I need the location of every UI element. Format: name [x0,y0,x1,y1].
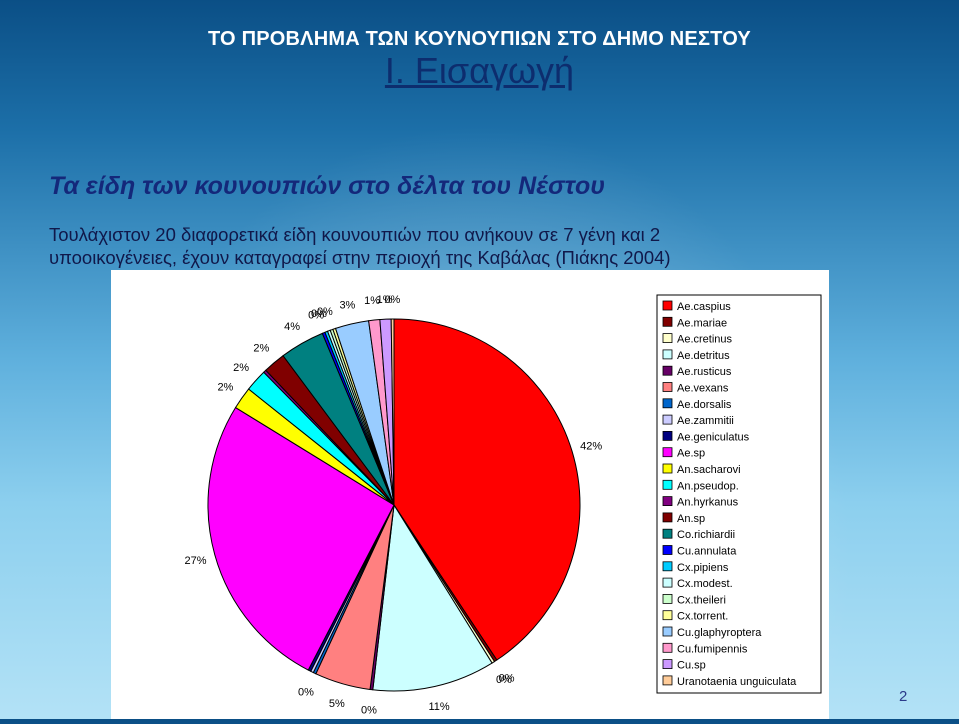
legend-label-ae-mariae: Ae.mariae [677,317,727,329]
pie-label-ae-caspius: 42% [580,441,602,453]
pie-label-ae-mariae: 0% [499,673,515,685]
legend-label-an-hyrkanus: An.hyrkanus [677,497,739,509]
legend-swatch-ae-dorsalis [662,398,673,409]
legend-swatch-ae-detritus [662,349,673,360]
legend-swatch-cx-modest [662,577,673,588]
legend-swatch-cx-pipiens [662,561,673,572]
legend-swatch-an-hyrkanus [662,496,673,507]
legend-label-an-sacharovi: An.sacharovi [677,464,741,476]
legend-label-cu-glaphyroptera: Cu.glaphyroptera [677,627,762,639]
legend-swatch-ae-rusticus [662,365,673,376]
legend-label-cu-fumipennis: Cu.fumipennis [677,643,748,655]
pie-label-ae-vexans: 5% [329,698,345,710]
slide-subtitle: I. Εισαγωγή [384,50,575,91]
legend-swatch-cu-annulata [662,545,673,555]
pie-slice-uranotaenia-unguiculata [390,318,395,506]
pie-label-ae-dorsalis: 0% [298,686,314,698]
legend-label-cu-annulata: Cu.annulata [677,546,737,558]
legend-label-cx-pipiens: Cx.pipiens [677,562,729,574]
legend-label-ae-rusticus: Ae.rusticus [677,366,732,378]
legend-label-uranotaenia-unguiculata: Uranotaenia unguiculata [677,676,797,688]
section-heading: Τα είδη των κουνουπιών στο δέλτα του Νέσ… [49,172,606,200]
legend-swatch-cx-theileri [662,593,673,604]
legend-swatch-ae-sp [662,447,673,458]
legend-label-co-richiardii: Co.richiardii [677,529,735,541]
legend-swatch-ae-vexans [662,382,673,392]
pie-label-cu-sp: 1% [377,294,393,306]
legend-swatch-an-sacharovi [662,463,673,474]
legend-label-ae-geniculatus: Ae.geniculatus [677,431,750,443]
pie-label-an-sacharovi: 2% [217,382,233,394]
body-line-1: Τουλάχιστον 20 διαφορετικά είδη κουνουπι… [49,224,661,245]
page-number: 2 [899,688,908,705]
legend-label-ae-zammitii: Ae.zammitii [677,415,734,427]
section-body: Τουλάχιστον 20 διαφορετικά είδη κουνουπι… [49,223,929,269]
legend-label-cx-modest: Cx.modest. [677,578,733,590]
legend-swatch-ae-caspius [662,300,673,311]
pie-label-cu-annulata: 0% [308,309,324,321]
legend-swatch-an-pseudop [662,479,673,490]
pie-slice-ae-detritus [372,503,493,692]
pie-label-ae-detritus: 11% [428,701,449,713]
pie-slices [207,318,581,692]
legend-label-ae-detritus: Ae.detritus [677,350,730,362]
legend-swatch-an-sp [662,512,673,523]
pie-label-cx-pipiens: 0% [311,308,327,320]
pie-label-ae-rusticus: 0% [361,705,377,717]
pie-label-an-pseudop: 2% [233,362,249,374]
legend-box [656,294,822,694]
legend-swatch-uranotaenia-unguiculata [662,675,673,686]
legend-label-ae-caspius: Ae.caspius [677,301,731,313]
pie-label-ae-cretinus: 0% [496,674,512,686]
legend-label-an-pseudop: An.pseudop. [677,480,739,492]
legend-label-cx-theileri: Cx.theileri [677,594,726,606]
pie-slice-ae-sp [207,406,395,671]
legend-label-ae-cretinus: Ae.cretinus [677,334,733,346]
legend-swatch-cu-fumipennis [662,642,673,653]
legend-label-ae-vexans: Ae.vexans [677,383,729,395]
legend-label-cu-sp: Cu.sp [677,660,706,672]
pie-label-ae-sp: 27% [184,555,206,567]
body-line-2: υποοικογένειες, έχουν καταγραφεί στην πε… [49,247,671,268]
legend-swatch-ae-mariae [662,316,673,327]
pie-label-co-richiardii: 4% [284,321,300,333]
presentation-title: ΤΟ ΠΡΟΒΛΗΜΑ ΤΩΝ ΚΟΥΝΟΥΠΙΩΝ ΣΤΟ ΔΗΜΟ ΝΕΣΤ… [208,28,751,50]
pie-chart-figure: 42% 0% 0% 11% 0% 5% 0% 27% 2% 2% 2% 4% 0% 0% 0% 3% 1% 1% 0… [111,270,829,719]
legend-swatch-ae-cretinus [662,333,673,343]
pie-label-uranotaenia-unguiculata: 0% [384,294,400,306]
pie-label-cu-glaphyroptera: 3% [339,299,355,311]
pie-label-cu-fumipennis: 1% [364,295,380,307]
legend-label-ae-sp: Ae.sp [677,448,705,460]
pie-labels: 42%0%0%11%0%5%0%27%2%2%2%4%0%0%0%3% 1%1%0… [184,294,602,717]
pie-chart: 42%0%0%11%0%5%0%27%2%2%2%4%0%0%0%3% 1%1%0… [184,294,822,717]
legend-swatch-ae-zammitii [662,414,673,425]
legend-swatch-cu-glaphyroptera [662,626,673,637]
pie-label-cx-theileri: 0% [317,306,333,318]
pie-label-an-sp: 2% [253,342,269,354]
legend-swatch-cx-torrent [662,610,673,621]
legend-label-an-sp: An.sp [677,513,705,525]
legend-swatch-co-richiardii [662,528,673,539]
legend-label-ae-dorsalis: Ae.dorsalis [677,399,732,411]
legend: Ae.caspius Ae.mariae Ae.cretinus Ae.detritu… [662,300,797,688]
legend-swatch-ae-geniculatus [662,430,673,441]
legend-swatch-cu-sp [662,659,673,670]
legend-label-cx-torrent: Cx.torrent. [677,611,728,623]
